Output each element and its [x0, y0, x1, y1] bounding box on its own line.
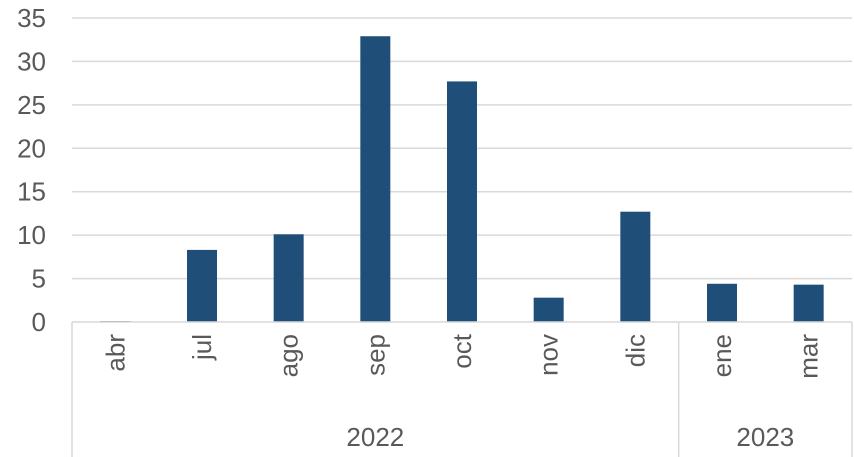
group-label: 2022 [346, 422, 404, 452]
y-tick-label: 10 [17, 220, 46, 250]
group-label: 2023 [736, 422, 794, 452]
category-labels: abr jul ago sep oct nov dic ene mar [100, 333, 823, 379]
category-label: nov [534, 334, 564, 376]
category-label: oct [447, 333, 477, 368]
bar-sep [360, 36, 391, 323]
bar-ene [707, 283, 737, 322]
category-label: sep [360, 334, 390, 376]
bar-jul [187, 249, 217, 322]
category-label: ene [707, 334, 737, 377]
bar-dic [620, 211, 651, 322]
category-label: mar [794, 334, 824, 379]
y-tick-label: 15 [17, 177, 46, 207]
y-tick-label: 0 [32, 307, 46, 337]
x-axis [71, 321, 853, 457]
y-tick-label: 35 [17, 3, 46, 33]
group-labels: 2022 2023 [346, 422, 794, 452]
y-tick-label: 25 [17, 90, 46, 120]
bar-mar [793, 284, 824, 322]
category-label: jul [187, 334, 217, 361]
y-tick-label: 20 [17, 133, 46, 163]
category-label: ago [274, 334, 304, 377]
y-axis-tick-labels: 0 5 10 15 20 25 30 35 [17, 3, 46, 337]
y-tick-label: 30 [17, 46, 46, 76]
category-label: abr [100, 334, 130, 372]
bar-oct [447, 81, 477, 322]
bar-ago [273, 234, 304, 322]
category-label: dic [620, 334, 650, 367]
y-tick-label: 5 [32, 264, 46, 294]
bars [100, 36, 824, 323]
bar-nov [533, 297, 564, 322]
